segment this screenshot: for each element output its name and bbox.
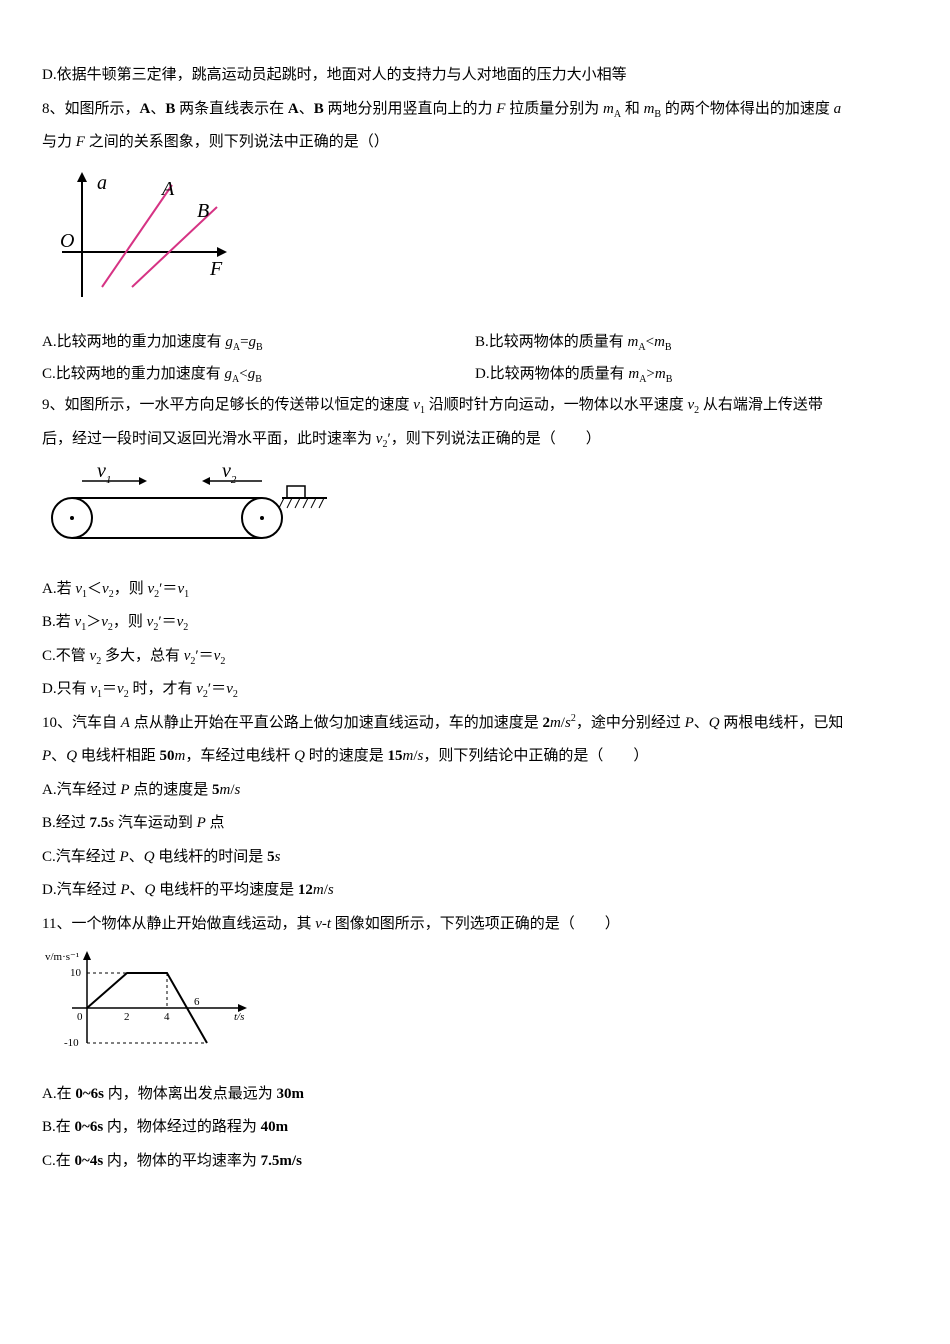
q8-text-2: 与力 F 之间的关系图象，则下列说法中正确的是（） xyxy=(42,127,908,159)
q11-optA: A.在 0~6s 内，物体离出发点最远为 30m xyxy=(42,1079,908,1111)
q8-options-row2: C.比较两地的重力加速度有 gA<gB D.比较两物体的质量有 mA>mB xyxy=(42,359,908,391)
q7-option-d: D.依据牛顿第三定律，跳高运动员起跳时，地面对人的支持力与人对地面的压力大小相等 xyxy=(42,60,908,92)
q11-optC: C.在 0~4s 内，物体的平均速率为 7.5m/s xyxy=(42,1146,908,1178)
q8-figure: a A B O F xyxy=(42,167,908,320)
q8-optC: C.比较两地的重力加速度有 gA<gB xyxy=(42,359,475,391)
q11-ylabel: v/m·s⁻¹ xyxy=(45,951,79,963)
q11-xlabel: t/s xyxy=(234,1011,244,1023)
q9-v2-label: v2 xyxy=(222,463,237,486)
q10-optA: A.汽车经过 P 点的速度是 5m/s xyxy=(42,775,908,807)
q8-O-label: O xyxy=(60,230,74,252)
q9-v1-label: v1 xyxy=(97,463,111,486)
svg-text:0: 0 xyxy=(77,1011,83,1023)
q10-optD: D.汽车经过 P、Q 电线杆的平均速度是 12m/s xyxy=(42,875,908,907)
svg-text:2: 2 xyxy=(124,1011,130,1023)
q10-text-2: P、Q 电线杆相距 50m，车经过电线杆 Q 时的速度是 15m/s，则下列结论… xyxy=(42,741,908,773)
q8-B-label: B xyxy=(197,200,209,222)
q8-optD: D.比较两物体的质量有 mA>mB xyxy=(475,359,908,391)
q9-optB: B.若 v1＞v2，则 v2′＝v2 xyxy=(42,607,908,639)
q8-a-label: a xyxy=(97,172,107,194)
q11-text: 11、一个物体从静止开始做直线运动，其 v-t 图像如图所示，下列选项正确的是（… xyxy=(42,909,908,941)
svg-text:10: 10 xyxy=(70,967,82,979)
q8-options-row1: A.比较两地的重力加速度有 gA=gB B.比较两物体的质量有 mA<mB xyxy=(42,327,908,359)
q10-text: 10、汽车自 A 点从静止开始在平直公路上做匀加速直线运动，车的加速度是 2m/… xyxy=(42,708,908,740)
q10-optB: B.经过 7.5s 汽车运动到 P 点 xyxy=(42,808,908,840)
q7d-text: D.依据牛顿第三定律，跳高运动员起跳时，地面对人的支持力与人对地面的压力大小相等 xyxy=(42,67,627,83)
q9-optC: C.不管 v2 多大，总有 v2′＝v2 xyxy=(42,641,908,673)
q8-F-label: F xyxy=(209,258,223,280)
q9-text: 9、如图所示，一水平方向足够长的传送带以恒定的速度 v1 沿顺时针方向运动，一物… xyxy=(42,390,908,422)
q11-optB: B.在 0~6s 内，物体经过的路程为 40m xyxy=(42,1112,908,1144)
svg-text:6: 6 xyxy=(194,996,200,1008)
q9-text-2: 后，经过一段时间又返回光滑水平面，此时速率为 v2′，则下列说法正确的是（ ） xyxy=(42,424,908,456)
q11-figure: v/m·s⁻¹ 10 0 -10 2 4 6 t/s xyxy=(42,948,908,1071)
q8-optB: B.比较两物体的质量有 mA<mB xyxy=(475,327,908,359)
q8-text: 8、如图所示，A、B 两条直线表示在 A、B 两地分别用竖直向上的力 F 拉质量… xyxy=(42,94,908,126)
q10-optC: C.汽车经过 P、Q 电线杆的时间是 5s xyxy=(42,842,908,874)
q9-optD: D.只有 v1＝v2 时，才有 v2′＝v2 xyxy=(42,674,908,706)
svg-text:4: 4 xyxy=(164,1011,170,1023)
q9-optA: A.若 v1＜v2，则 v2′＝v1 xyxy=(42,574,908,606)
q8-optA: A.比较两地的重力加速度有 gA=gB xyxy=(42,327,475,359)
q9-figure: v1 v2 xyxy=(42,463,908,566)
q8-A-label: A xyxy=(160,178,175,200)
svg-text:-10: -10 xyxy=(64,1037,79,1049)
